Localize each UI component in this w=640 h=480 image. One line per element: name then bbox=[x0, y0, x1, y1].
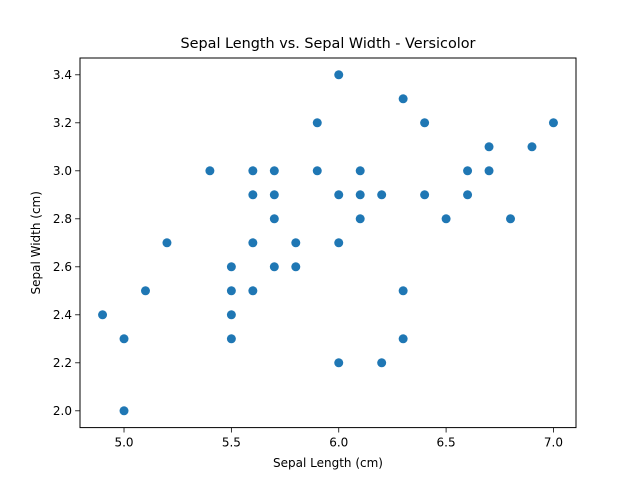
data-point bbox=[377, 190, 387, 200]
data-point bbox=[269, 166, 279, 176]
data-point bbox=[162, 238, 172, 248]
data-point bbox=[334, 358, 344, 368]
data-point bbox=[398, 286, 408, 296]
data-point bbox=[226, 286, 236, 296]
x-tick-label: 5.5 bbox=[222, 436, 241, 450]
data-point bbox=[334, 190, 344, 200]
data-point bbox=[98, 310, 108, 320]
y-tick-label: 2.0 bbox=[53, 404, 72, 418]
data-point bbox=[506, 214, 516, 224]
data-point bbox=[355, 190, 365, 200]
y-tick-label: 2.6 bbox=[53, 260, 72, 274]
data-point bbox=[269, 190, 279, 200]
data-point bbox=[119, 406, 129, 416]
data-point bbox=[334, 238, 344, 248]
data-point bbox=[312, 118, 322, 128]
data-point bbox=[398, 94, 408, 104]
data-point bbox=[140, 286, 150, 296]
data-point bbox=[420, 190, 430, 200]
data-point bbox=[355, 166, 365, 176]
data-point bbox=[291, 238, 301, 248]
plot-frame bbox=[79, 57, 577, 429]
data-point bbox=[119, 334, 129, 344]
x-tick-label: 6.0 bbox=[329, 436, 348, 450]
data-point bbox=[463, 166, 473, 176]
data-point bbox=[484, 166, 494, 176]
y-tick-label: 2.4 bbox=[53, 308, 72, 322]
data-point bbox=[248, 286, 258, 296]
data-point bbox=[226, 334, 236, 344]
data-point bbox=[248, 166, 258, 176]
x-tick-label: 5.0 bbox=[114, 436, 133, 450]
y-tick-label: 2.2 bbox=[53, 356, 72, 370]
y-axis-label: Sepal Width (cm) bbox=[29, 191, 43, 294]
y-tick-label: 3.4 bbox=[53, 68, 72, 82]
data-point bbox=[420, 118, 430, 128]
data-point bbox=[334, 70, 344, 80]
y-tick-label: 2.8 bbox=[53, 212, 72, 226]
data-point bbox=[226, 310, 236, 320]
x-axis-ticks: 5.0 5.5 6.0 6.5 7.0 bbox=[114, 427, 563, 450]
data-point bbox=[248, 238, 258, 248]
data-point bbox=[484, 142, 494, 152]
y-axis-ticks: 2.0 2.2 2.4 2.6 2.8 3.0 3.2 3.4 bbox=[53, 68, 80, 418]
data-point bbox=[291, 262, 301, 272]
x-tick-label: 7.0 bbox=[544, 436, 563, 450]
data-point bbox=[548, 118, 558, 128]
data-point bbox=[248, 190, 258, 200]
data-points bbox=[98, 70, 558, 416]
data-point bbox=[527, 142, 537, 152]
data-point bbox=[205, 166, 215, 176]
y-tick-label: 3.0 bbox=[53, 164, 72, 178]
data-point bbox=[269, 214, 279, 224]
data-point bbox=[269, 262, 279, 272]
x-axis-label: Sepal Length (cm) bbox=[273, 456, 383, 470]
chart-title: Sepal Length vs. Sepal Width - Versicolo… bbox=[181, 36, 476, 52]
data-point bbox=[312, 166, 322, 176]
data-point bbox=[398, 334, 408, 344]
data-point bbox=[441, 214, 451, 224]
data-point bbox=[377, 358, 387, 368]
x-tick-label: 6.5 bbox=[437, 436, 456, 450]
y-tick-label: 3.2 bbox=[53, 116, 72, 130]
data-point bbox=[463, 190, 473, 200]
data-point bbox=[355, 214, 365, 224]
data-point bbox=[226, 262, 236, 272]
